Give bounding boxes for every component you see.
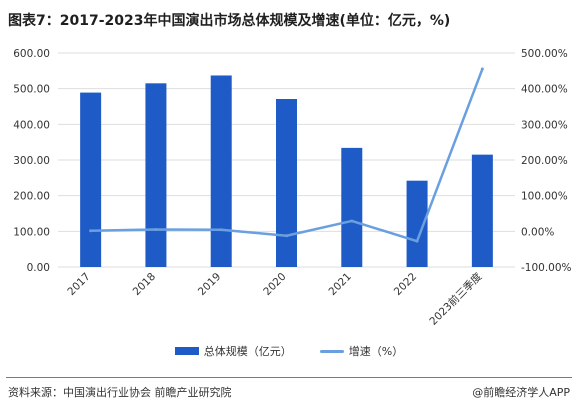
bar [471,154,493,267]
y-left-tick-label: 500.00 [13,84,50,96]
line-point [89,229,93,233]
legend-swatch-bar [174,347,199,355]
legend-item-bar: 总体规模（亿元） [174,343,292,359]
left-axis-ticks: 0.00 100.00 200.00 300.00 400.00 500.00 600.00 [13,48,50,274]
y-right-tick-label: 500.00% [521,48,568,60]
y-left-tick-label: 0.00 [27,262,50,274]
y-left-tick-label: 600.00 [13,48,50,60]
y-right-tick-label: 400.00% [521,84,568,96]
x-tick-label: 2023前三季度 [427,270,485,328]
chart-svg: 0.00 100.00 200.00 300.00 400.00 500.00 600.00… [13,48,572,328]
legend-swatch-line [319,349,344,353]
line-point [415,239,419,243]
bar-series [80,75,493,267]
bar [276,99,297,267]
line-point [350,219,354,223]
legend-item-line: 增速（%） [319,343,404,359]
y-left-tick-label: 200.00 [13,191,50,203]
legend-label-bar: 总体规模（亿元） [203,345,292,358]
bar [145,83,167,267]
y-right-tick-label: 200.00% [521,155,568,167]
line-point [154,227,158,231]
right-axis-ticks: -100.00% 0.00% 100.00% 200.00% 300.00% 400.00… [521,48,572,274]
y-left-tick-label: 100.00 [13,226,50,238]
chart-title: 图表7：2017-2023年中国演出市场总体规模及增速(单位：亿元，%) [8,13,451,29]
y-right-tick-label: -100.00% [521,262,572,274]
x-tick-label: 2021 [327,271,354,298]
x-tick-label: 2022 [392,271,419,298]
y-right-tick-label: 300.00% [521,119,568,131]
y-right-tick-label: 100.00% [521,191,568,203]
x-tick-label: 2017 [65,271,92,298]
y-left-tick-label: 300.00 [13,155,50,167]
line-point [219,228,223,232]
line-point [285,234,288,238]
y-left-tick-label: 400.00 [13,119,50,131]
y-right-tick-label: 0.00% [521,226,554,238]
x-tick-label: 2019 [196,271,223,298]
bar [210,75,232,267]
footer-divider [6,377,572,378]
source-text: 资料来源：中国演出行业协会 前瞻产业研究院 [8,386,232,399]
line-point [480,67,484,71]
legend: 总体规模（亿元） 增速（%） [0,343,578,359]
bar [341,147,363,267]
x-axis-labels: 2017 2018 2019 2020 2021 2022 2023前三季度 [65,270,484,328]
brand-text: @前瞻经济学人APP [472,386,570,399]
line-series [89,67,484,243]
legend-label-line: 增速（%） [348,345,404,358]
x-tick-label: 2020 [261,271,288,298]
bar [80,92,102,267]
x-tick-label: 2018 [131,271,158,298]
bar [406,180,428,267]
